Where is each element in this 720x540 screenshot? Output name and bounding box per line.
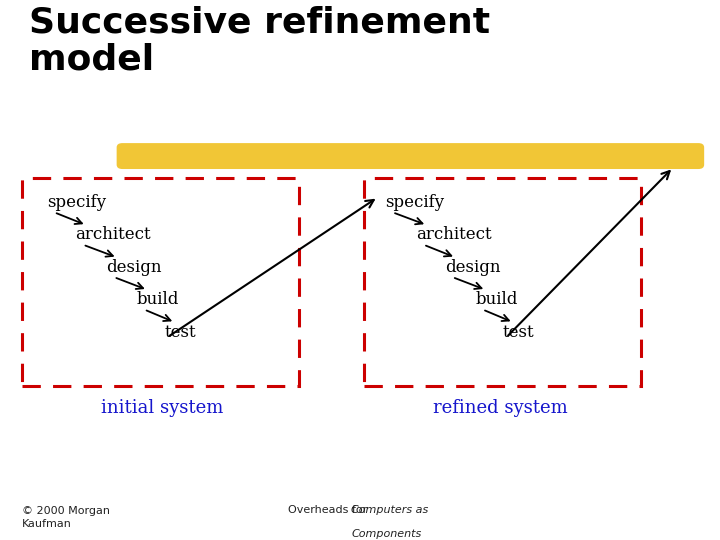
- Text: Components: Components: [351, 529, 422, 539]
- Text: design: design: [445, 259, 500, 276]
- Text: architect: architect: [416, 226, 492, 244]
- Text: test: test: [164, 323, 196, 341]
- Text: © 2000 Morgan
Kaufman: © 2000 Morgan Kaufman: [22, 506, 109, 529]
- FancyBboxPatch shape: [117, 143, 704, 169]
- Text: architect: architect: [76, 226, 151, 244]
- Text: initial system: initial system: [101, 399, 223, 417]
- Text: design: design: [107, 259, 162, 276]
- Text: build: build: [475, 291, 518, 308]
- Text: Computers as: Computers as: [351, 505, 428, 515]
- Bar: [364, 178, 641, 386]
- Text: build: build: [137, 291, 179, 308]
- Text: specify: specify: [385, 194, 444, 211]
- Text: refined system: refined system: [433, 399, 568, 417]
- Text: specify: specify: [47, 194, 106, 211]
- Bar: [22, 178, 299, 386]
- Text: Successive refinement
model: Successive refinement model: [29, 5, 490, 76]
- Text: test: test: [503, 323, 534, 341]
- Text: Overheads for: Overheads for: [288, 505, 371, 515]
